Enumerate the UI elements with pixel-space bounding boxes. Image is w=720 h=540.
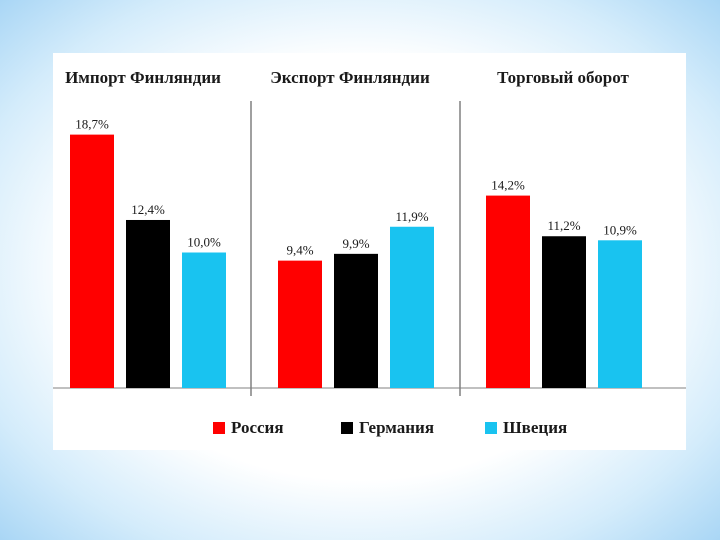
category-title: Импорт Финляндии — [65, 68, 221, 87]
data-label: 10,0% — [187, 235, 221, 250]
bar — [182, 252, 226, 388]
data-label: 18,7% — [75, 117, 109, 132]
legend-swatch — [341, 422, 353, 434]
legend: Россия Германия Швеция — [213, 418, 567, 437]
bar — [486, 195, 530, 388]
legend-label: Германия — [359, 418, 434, 437]
data-label: 14,2% — [491, 178, 525, 193]
data-label: 10,9% — [603, 222, 637, 237]
bar-chart: Импорт Финляндии Экспорт Финляндии Торговы… — [53, 68, 686, 437]
data-label: 11,2% — [547, 218, 580, 233]
bar — [542, 236, 586, 388]
bar — [70, 134, 114, 388]
bars — [70, 134, 642, 388]
group-titles: Импорт Финляндии Экспорт Финляндии Торговы… — [65, 68, 629, 87]
data-label: 12,4% — [131, 202, 165, 217]
category-title: Торговый оборот — [497, 68, 629, 87]
bar — [126, 219, 170, 388]
chart-panel: Импорт Финляндии Экспорт Финляндии Торговы… — [53, 53, 686, 450]
data-label: 11,9% — [395, 209, 428, 224]
value-labels: 18,7% 12,4% 10,0% 9,4% 9,9% 11,9% 14,2% 11,2% 10… — [75, 117, 637, 258]
bar — [390, 226, 434, 388]
legend-label: Швеция — [503, 418, 567, 437]
data-label: 9,4% — [286, 243, 313, 258]
data-label: 9,9% — [342, 236, 369, 251]
legend-swatch — [485, 422, 497, 434]
bar — [278, 260, 322, 388]
bar — [598, 240, 642, 388]
legend-swatch — [213, 422, 225, 434]
bar — [334, 253, 378, 388]
legend-label: Россия — [231, 418, 284, 437]
category-title: Экспорт Финляндии — [270, 68, 430, 87]
